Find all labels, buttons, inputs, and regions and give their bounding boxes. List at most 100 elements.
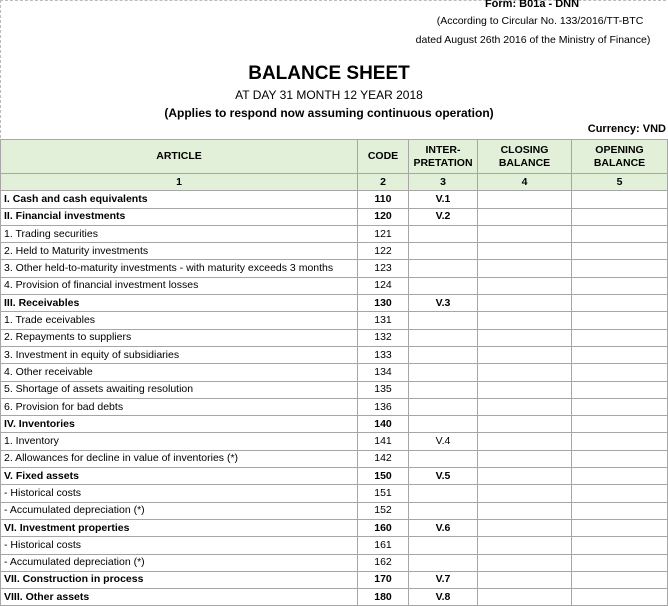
table-row: VI. Investment properties 160 V.6 (0, 518, 668, 538)
code-cell: 162 (357, 553, 409, 572)
article-cell: VIII. Other assets (0, 588, 358, 606)
closing-balance-cell[interactable] (477, 501, 572, 520)
closing-balance-cell[interactable] (477, 345, 572, 365)
opening-balance-cell[interactable] (571, 259, 668, 278)
closing-balance-cell[interactable] (477, 294, 572, 313)
interpretation-cell (408, 224, 478, 244)
opening-balance-cell[interactable] (571, 467, 668, 486)
closing-balance-cell[interactable] (477, 259, 572, 278)
opening-balance-cell[interactable] (571, 276, 668, 296)
opening-balance-cell[interactable] (571, 190, 668, 209)
opening-balance-cell[interactable] (571, 536, 668, 555)
opening-balance-cell[interactable] (571, 449, 668, 469)
table-row: II. Financial investments 120 V.2 (0, 207, 668, 226)
table-row: I. Cash and cash equivalents 110 V.1 (0, 190, 668, 209)
table-row: 6. Provision for bad debts 136 (0, 397, 668, 417)
interpretation-cell: V.6 (408, 518, 478, 538)
code-cell: 135 (357, 380, 409, 399)
code-cell: 170 (357, 570, 409, 590)
article-cell: 5. Shortage of assets awaiting resolutio… (0, 380, 358, 399)
code-cell: 140 (357, 415, 409, 434)
interpretation-cell (408, 553, 478, 572)
closing-balance-cell[interactable] (477, 363, 572, 382)
article-cell: 6. Provision for bad debts (0, 397, 358, 417)
article-cell: V. Fixed assets (0, 467, 358, 486)
applies-note: (Applies to respond now assuming continu… (164, 106, 494, 120)
closing-balance-cell[interactable] (477, 311, 572, 330)
closing-balance-cell[interactable] (477, 588, 572, 606)
table-row: - Accumulated depreciation (*) 162 (0, 553, 668, 572)
closing-balance-cell[interactable] (477, 224, 572, 244)
interpretation-cell (408, 259, 478, 278)
table-row: VIII. Other assets 180 V.8 (0, 588, 668, 606)
closing-balance-cell[interactable] (477, 276, 572, 296)
table-row: V. Fixed assets 150 V.5 (0, 467, 668, 486)
opening-balance-cell[interactable] (571, 311, 668, 330)
currency-label: Currency: VND (587, 123, 666, 135)
closing-balance-cell[interactable] (477, 432, 572, 451)
closing-balance-cell[interactable] (477, 536, 572, 555)
article-cell: - Accumulated depreciation (*) (0, 553, 358, 572)
opening-balance-cell[interactable] (571, 328, 668, 347)
col-article: ARTICLE (0, 139, 358, 174)
closing-balance-cell[interactable] (477, 518, 572, 538)
closing-balance-cell[interactable] (477, 242, 572, 261)
closing-balance-cell[interactable] (477, 553, 572, 572)
closing-balance-cell[interactable] (477, 380, 572, 399)
opening-balance-cell[interactable] (571, 224, 668, 244)
code-cell: 136 (357, 397, 409, 417)
interpretation-cell (408, 501, 478, 520)
article-cell: - Accumulated depreciation (*) (0, 501, 358, 520)
code-cell: 134 (357, 363, 409, 382)
interpretation-cell: V.7 (408, 570, 478, 590)
code-cell: 142 (357, 449, 409, 469)
table-row: 3. Investment in equity of subsidiaries 1… (0, 345, 668, 365)
opening-balance-cell[interactable] (571, 484, 668, 503)
opening-balance-cell[interactable] (571, 294, 668, 313)
table-row: - Accumulated depreciation (*) 152 (0, 501, 668, 520)
opening-balance-cell[interactable] (571, 242, 668, 261)
closing-balance-cell[interactable] (477, 570, 572, 590)
closing-balance-cell[interactable] (477, 207, 572, 226)
opening-balance-cell[interactable] (571, 397, 668, 417)
closing-balance-cell[interactable] (477, 467, 572, 486)
article-cell: 4. Provision of financial investment los… (0, 276, 358, 296)
interpretation-cell (408, 536, 478, 555)
opening-balance-cell[interactable] (571, 432, 668, 451)
table-row: 3. Other held-to-maturity investments - … (0, 259, 668, 278)
opening-balance-cell[interactable] (571, 501, 668, 520)
col-code: CODE (357, 139, 409, 174)
closing-balance-cell[interactable] (477, 397, 572, 417)
opening-balance-cell[interactable] (571, 415, 668, 434)
interpretation-cell (408, 345, 478, 365)
closing-balance-cell[interactable] (477, 415, 572, 434)
closing-balance-cell[interactable] (477, 484, 572, 503)
opening-balance-cell[interactable] (571, 345, 668, 365)
interpretation-cell (408, 311, 478, 330)
article-cell: - Historical costs (0, 484, 358, 503)
opening-balance-cell[interactable] (571, 380, 668, 399)
interpretation-cell (408, 397, 478, 417)
opening-balance-cell[interactable] (571, 363, 668, 382)
code-cell: 152 (357, 501, 409, 520)
opening-balance-cell[interactable] (571, 588, 668, 606)
code-cell: 180 (357, 588, 409, 606)
opening-balance-cell[interactable] (571, 553, 668, 572)
article-cell: 3. Investment in equity of subsidiaries (0, 345, 358, 365)
article-cell: 2. Allowances for decline in value of in… (0, 449, 358, 469)
interpretation-cell (408, 363, 478, 382)
interpretation-cell (408, 380, 478, 399)
opening-balance-cell[interactable] (571, 570, 668, 590)
article-cell: 1. Trading securities (0, 224, 358, 244)
interpretation-cell (408, 328, 478, 347)
opening-balance-cell[interactable] (571, 518, 668, 538)
opening-balance-cell[interactable] (571, 207, 668, 226)
col-num: 2 (357, 172, 409, 192)
code-cell: 110 (357, 190, 409, 209)
closing-balance-cell[interactable] (477, 190, 572, 209)
closing-balance-cell[interactable] (477, 449, 572, 469)
col-opening: OPENING BALANCE (571, 139, 668, 174)
table-row: 4. Provision of financial investment los… (0, 276, 668, 296)
closing-balance-cell[interactable] (477, 328, 572, 347)
table-row: 2. Allowances for decline in value of in… (0, 449, 668, 469)
